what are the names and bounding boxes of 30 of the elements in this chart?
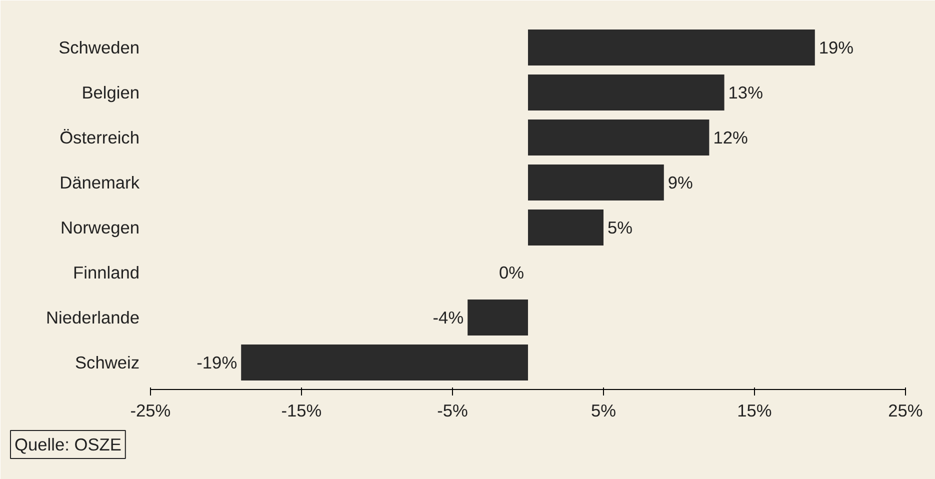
data-label: 0% — [498, 262, 524, 282]
y-tick-label: Schweden — [58, 38, 140, 58]
bar — [528, 210, 604, 246]
data-label: 12% — [713, 128, 748, 148]
bar — [241, 344, 528, 380]
bar — [528, 164, 664, 200]
bar — [468, 300, 528, 336]
y-tick-label: Niederlande — [46, 308, 140, 328]
source-note: Quelle: OSZE — [14, 434, 122, 454]
data-label: -19% — [196, 352, 238, 372]
x-tick-label: -25% — [130, 400, 171, 420]
data-label: 19% — [818, 38, 854, 58]
data-label: 5% — [608, 218, 633, 238]
data-label: -4% — [432, 308, 464, 328]
y-tick-label: Norwegen — [60, 218, 140, 238]
y-tick-label: Finnland — [73, 262, 140, 282]
bar — [528, 120, 710, 156]
bar — [528, 30, 815, 66]
data-label: 13% — [728, 82, 763, 102]
bar — [528, 74, 724, 110]
y-tick-label: Österreich — [60, 128, 140, 148]
y-tick-label: Belgien — [82, 82, 140, 102]
x-tick-label: 25% — [888, 400, 923, 420]
y-tick-label: Schweiz — [74, 352, 140, 372]
x-tick-label: 15% — [737, 400, 772, 420]
y-tick-label: Dänemark — [60, 172, 140, 192]
x-tick-label: -5% — [437, 400, 468, 420]
data-label: 9% — [668, 172, 693, 192]
x-tick-label: -15% — [281, 400, 322, 420]
x-tick-label: 5% — [590, 400, 616, 420]
